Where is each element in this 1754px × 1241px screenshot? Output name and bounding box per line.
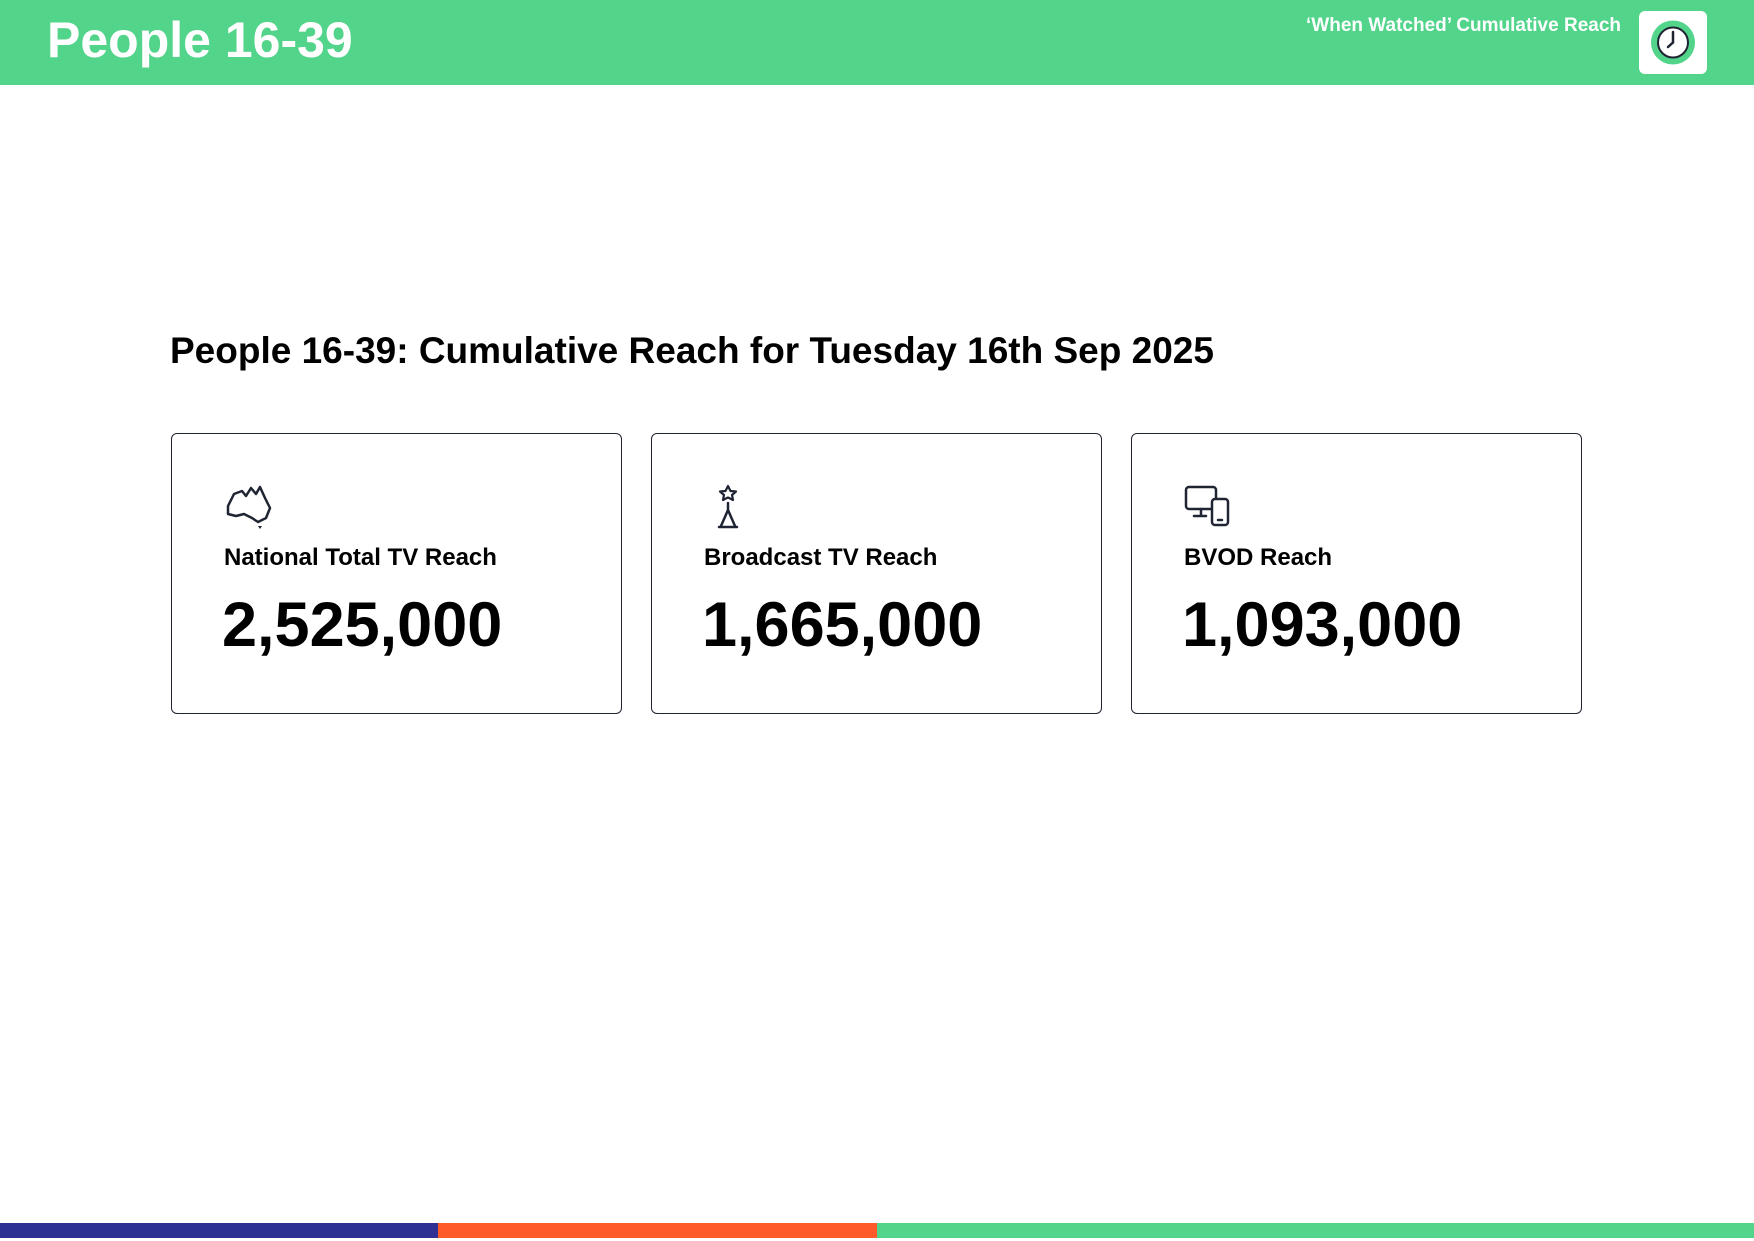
footer-bar [877, 1223, 1754, 1238]
clock-icon [1639, 11, 1707, 74]
footer-bar [0, 1223, 438, 1238]
footer-bar [438, 1223, 877, 1238]
devices-icon [1184, 485, 1230, 527]
card: Broadcast TV Reach 1,665,000 [651, 433, 1102, 714]
card-label: National Total TV Reach [224, 544, 497, 571]
header: People 16-39 ‘When Watched’ Cumulative R… [0, 0, 1754, 85]
broadcast-icon [717, 484, 739, 529]
card: National Total TV Reach 2,525,000 [171, 433, 622, 714]
card-label: Broadcast TV Reach [704, 544, 938, 571]
card-value: 1,093,000 [1182, 590, 1463, 660]
clock-graphic [1651, 20, 1695, 65]
heading: People 16-39: Cumulative Reach for Tuesd… [170, 330, 1214, 371]
header-subtitle: ‘When Watched’ Cumulative Reach [1306, 15, 1621, 36]
card-label: BVOD Reach [1184, 544, 1333, 571]
header-title: People 16-39 [47, 12, 353, 68]
australia-icon [226, 485, 272, 529]
card: BVOD Reach 1,093,000 [1131, 433, 1582, 714]
card-value: 1,665,000 [702, 590, 983, 660]
card-value: 2,525,000 [222, 590, 503, 660]
